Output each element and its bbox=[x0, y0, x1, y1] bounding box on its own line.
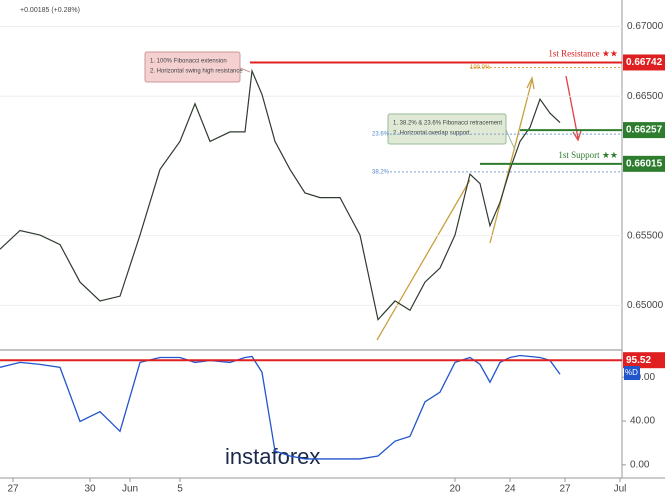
rsi-tick-label: 40.00 bbox=[630, 416, 655, 427]
x-tick-label: 24 bbox=[504, 484, 516, 495]
rsi-tag-box bbox=[624, 366, 640, 380]
level-tag-label: 0.66257 bbox=[626, 125, 663, 136]
watermark: instaforex bbox=[225, 444, 320, 469]
callout-box bbox=[144, 51, 241, 83]
level-tag bbox=[623, 54, 665, 71]
price-line bbox=[0, 68, 561, 321]
callout-text: 2. Horizontal overlap support bbox=[393, 131, 470, 137]
rsi-level-label: 95.52 bbox=[626, 355, 651, 366]
rsi-line bbox=[0, 354, 561, 460]
level-tag-label: 0.66015 bbox=[626, 158, 663, 169]
callout-pointer bbox=[505, 129, 516, 151]
x-tick-label: Jun bbox=[122, 484, 138, 495]
level-tag-label: 0.66742 bbox=[626, 57, 663, 68]
y-tick-label: 0.67000 bbox=[627, 21, 664, 32]
level-tag bbox=[623, 122, 665, 139]
x-tick-label: Jul bbox=[614, 484, 627, 495]
y-tick-label: 0.65000 bbox=[627, 300, 664, 311]
callout-text: 2. Horizontal swing high resistance bbox=[150, 69, 243, 75]
header: +0.00185 (+0.28%) bbox=[20, 7, 80, 14]
y-tick-label: 0.66500 bbox=[627, 91, 664, 102]
fib-label: 38.2% bbox=[372, 169, 390, 175]
fib-label: 23.6% bbox=[372, 132, 390, 138]
fib-arrows bbox=[376, 75, 535, 341]
level-name: 1st Support ★★ bbox=[558, 150, 618, 160]
callout-text: 1. 100% Fibonacci extension bbox=[150, 59, 227, 65]
y-tick-label: 0.65500 bbox=[627, 230, 664, 241]
level-tag bbox=[623, 155, 665, 172]
x-tick-label: 27 bbox=[7, 484, 19, 495]
rsi-tick-label: 80.00 bbox=[630, 372, 655, 383]
fib-label: 100.0% bbox=[470, 65, 491, 71]
rsi-level-tag bbox=[623, 352, 665, 369]
rsi-tag: %D bbox=[625, 368, 638, 377]
callout-text: 1. 38.2% & 23.6% Fibonacci retracement bbox=[393, 121, 502, 127]
callout-box bbox=[387, 113, 507, 145]
level-name: 1st Resistance ★★ bbox=[548, 49, 618, 59]
x-tick-label: 5 bbox=[177, 484, 183, 495]
x-tick-label: 20 bbox=[449, 484, 461, 495]
x-tick-label: 30 bbox=[84, 484, 96, 495]
callout-pointer bbox=[239, 67, 251, 73]
x-tick-label: 27 bbox=[559, 484, 571, 495]
rsi-tick-label: 0.00 bbox=[630, 459, 650, 470]
